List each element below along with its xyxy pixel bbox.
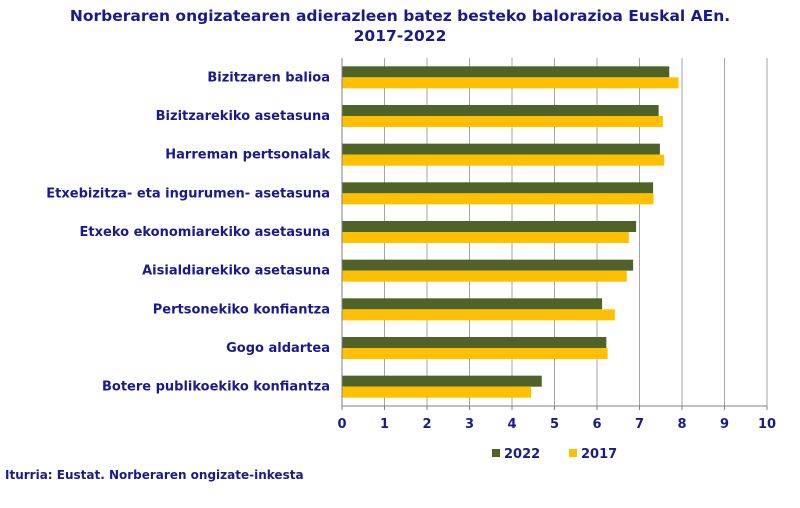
category-label: Bizitzaren balioa: [207, 70, 330, 85]
category-label: Aisialdiarekiko asetasuna: [142, 264, 330, 279]
chart-title-line1: Norberaren ongizatearen adierazleen bate…: [69, 7, 731, 25]
bar-2022: [342, 221, 637, 232]
bar-2017: [342, 154, 665, 166]
x-tick-label: 0: [337, 417, 346, 432]
x-tick-label: 7: [635, 417, 644, 432]
category-label: Bizitzarekiko asetasuna: [156, 109, 330, 124]
bar-2022: [342, 375, 542, 387]
category-label: Botere publikoekiko konfiantza: [102, 380, 330, 395]
x-tick-label: 5: [550, 417, 559, 432]
category-label: Etxebizitza- eta ingurumen- asetasuna: [46, 186, 330, 201]
category-label: Gogo aldartea: [226, 341, 330, 356]
legend-swatch-2017: [569, 449, 577, 457]
source-note: Iturria: Eustat. Norberaren ongizate-ink…: [5, 468, 304, 482]
x-tick-label: 3: [465, 417, 474, 432]
x-tick-label: 6: [592, 417, 601, 432]
bar-2022: [342, 143, 660, 155]
bar-2022: [342, 298, 603, 310]
bar-2022: [342, 105, 659, 116]
category-label: Pertsonekiko konfiantza: [153, 302, 330, 317]
chart-title-line2: 2017-2022: [353, 27, 447, 45]
bar-2022: [342, 66, 670, 78]
x-tick-label: 9: [720, 417, 729, 432]
legend-swatch-2022: [492, 449, 500, 457]
legend-label: 2022: [504, 447, 540, 462]
category-label: Harreman pertsonalak: [165, 148, 330, 163]
category-label: Etxeko ekonomiarekiko asetasuna: [80, 225, 330, 240]
x-tick-label: 4: [507, 417, 516, 432]
x-tick-label: 10: [758, 417, 776, 432]
bar-2017: [342, 386, 532, 398]
x-tick-label: 8: [677, 417, 686, 432]
bar-2022: [342, 259, 634, 271]
bar-2017: [342, 348, 608, 359]
bar-2017: [342, 270, 627, 282]
x-tick-label: 2: [422, 417, 431, 432]
x-tick-label: 1: [380, 417, 389, 432]
bar-2017: [342, 77, 679, 89]
bar-2022: [342, 337, 607, 348]
bar-2017: [342, 309, 615, 321]
chart-title: Norberaren ongizatearen adierazleen bate…: [0, 6, 800, 46]
legend-label: 2017: [581, 447, 617, 462]
bar-2017: [342, 232, 629, 243]
bar-2017: [342, 193, 654, 205]
bar-2022: [342, 182, 654, 194]
bar-2017: [342, 116, 663, 127]
